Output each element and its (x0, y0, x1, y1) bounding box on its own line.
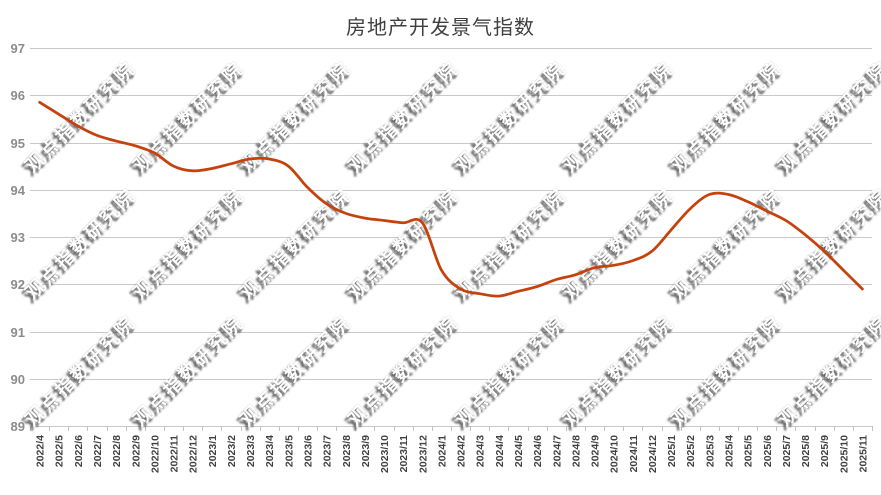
x-axis-label: 2024/7 (551, 435, 563, 467)
x-axis-label: 2022/9 (130, 435, 142, 467)
x-axis-label: 2023/11 (398, 435, 410, 473)
y-axis-label: 94 (11, 183, 26, 198)
x-axis-label: 2023/6 (302, 435, 314, 467)
x-axis-label: 2025/4 (723, 435, 735, 467)
x-axis-label: 2023/8 (341, 435, 353, 467)
x-axis-label: 2025/5 (743, 435, 755, 467)
x-axis-label: 2025/1 (666, 435, 678, 467)
x-axis-label: 2024/9 (590, 435, 602, 467)
x-axis-label: 2025/7 (781, 435, 793, 467)
x-axis-label: 2025/9 (819, 435, 831, 467)
y-axis-label: 92 (11, 277, 25, 292)
x-axis-label: 2024/11 (628, 435, 640, 473)
x-axis-label: 2023/3 (245, 435, 257, 467)
x-axis-label: 2025/10 (838, 435, 850, 473)
y-axis-label: 95 (11, 136, 25, 151)
x-axis-label: 2024/6 (532, 435, 544, 467)
x-axis-label: 2024/1 (436, 435, 448, 467)
x-axis-label: 2024/4 (494, 435, 506, 467)
chart-title: 房地产开发景气指数 (346, 17, 535, 39)
x-axis-label: 2022/6 (73, 435, 85, 467)
y-axis-label: 89 (11, 419, 25, 434)
y-axis-label: 93 (11, 230, 25, 245)
x-axis-label: 2023/4 (264, 435, 276, 467)
x-axis-label: 2023/2 (226, 435, 238, 467)
x-axis-label: 2023/9 (360, 435, 372, 467)
x-axis-label: 2024/3 (475, 435, 487, 467)
x-axis-label: 2022/10 (149, 435, 161, 473)
x-axis-label: 2023/12 (417, 435, 429, 473)
x-axis-label: 2022/12 (188, 435, 200, 473)
x-axis-label: 2024/8 (570, 435, 582, 467)
y-axis-label: 90 (11, 372, 25, 387)
x-axis-label: 2022/8 (111, 435, 123, 467)
y-axis-label: 97 (11, 41, 25, 56)
x-axis-label: 2022/5 (54, 435, 66, 467)
x-axis-label: 2025/6 (762, 435, 774, 467)
x-axis-label: 2024/10 (609, 435, 621, 473)
y-axis-label: 96 (11, 88, 25, 103)
x-axis-label: 2022/4 (35, 435, 47, 467)
x-axis-label: 2024/2 (456, 435, 468, 467)
x-axis-label: 2023/1 (207, 435, 219, 467)
x-axis-label: 2025/3 (704, 435, 716, 467)
y-axis-label: 91 (11, 325, 25, 340)
x-axis-label: 2023/7 (322, 435, 334, 467)
x-axis-label: 2025/8 (800, 435, 812, 467)
x-axis-label: 2025/11 (857, 435, 869, 473)
x-axis-label: 2024/12 (647, 435, 659, 473)
x-axis-label: 2022/7 (92, 435, 104, 467)
x-axis-label: 2023/10 (379, 435, 391, 473)
x-axis-label: 2024/5 (513, 435, 525, 467)
x-axis-label: 2023/5 (283, 435, 295, 467)
x-axis-label: 2025/2 (685, 435, 697, 467)
series-line (38, 100, 864, 298)
x-axis-label: 2022/11 (169, 435, 181, 473)
